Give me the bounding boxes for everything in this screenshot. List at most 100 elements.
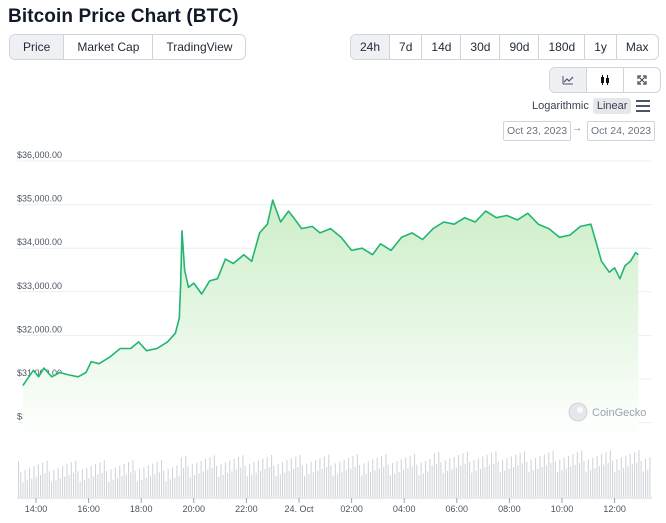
volume-bar [321,468,323,497]
volume-bar [345,470,347,497]
volume-bar [409,455,411,497]
volume-bar [222,474,224,497]
volume-bar [359,465,361,497]
volume-bar [612,461,614,497]
scale-logarithmic[interactable]: Logarithmic [532,100,589,112]
volume-bar [383,466,385,497]
volume-bar [271,455,273,497]
line-chart-button[interactable] [550,68,587,92]
volume-bar [165,481,167,497]
volume-bar [559,459,561,497]
volume-bar [79,481,81,497]
range-30d[interactable]: 30d [461,35,501,59]
volume-bar [211,467,213,497]
volume-bar [354,466,356,497]
volume-bar [220,464,222,497]
volume-bar [332,475,334,497]
volume-bar [405,457,407,497]
volume-bar [176,465,178,497]
volume-bar [125,474,127,497]
volume-bar [112,479,114,497]
volume-bar [462,453,464,497]
volume-bar [286,460,288,497]
date-to-input[interactable]: Oct 24, 2023 [587,121,656,141]
volume-bar [114,467,116,497]
volume-bar [471,472,473,497]
volume-bar [447,471,449,497]
volume-bar [150,476,152,497]
volume-bar [607,462,609,497]
volume-bar [183,468,185,497]
volume-bar [623,468,625,497]
date-from-input[interactable]: Oct 23, 2023 [503,121,572,141]
volume-bar [145,477,147,497]
volume-bar [464,463,466,497]
volume-bar [541,466,543,497]
menu-icon[interactable] [636,100,650,115]
volume-bar [634,452,636,497]
volume-bar [499,472,501,497]
volume-bar [458,455,460,497]
volume-bar [180,457,182,497]
x-tick-label: 12:00 [603,504,626,514]
volume-bar [277,463,279,497]
volume-bar [374,470,376,497]
volume-bar [257,460,259,497]
volume-bar [275,476,277,497]
volume-bar [59,478,61,497]
volume-bar [37,464,39,497]
candlestick-button[interactable] [587,68,624,92]
volume-bar [18,461,20,497]
range-24h[interactable]: 24h [351,35,391,59]
volume-bar [163,470,165,497]
volume-bar [279,474,281,497]
volume-bar [537,468,539,497]
volume-bar [189,476,191,497]
range-7d[interactable]: 7d [390,35,423,59]
volume-bar [647,469,649,497]
volume-bar [627,466,629,497]
tab-market-cap[interactable]: Market Cap [64,35,154,59]
volume-bar [392,463,394,497]
volume-bar [46,460,48,497]
volume-bar [433,453,435,497]
volume-bar [161,460,163,497]
volume-bar [449,458,451,497]
volume-bar [297,467,299,497]
volume-bar [636,462,638,497]
volume-bar [394,473,396,497]
volume-bar [370,472,372,497]
volume-bar [473,460,475,497]
volume-bar [139,469,141,497]
range-180d[interactable]: 180d [539,35,586,59]
volume-bar [306,463,308,497]
y-tick-label: $36,000.00 [17,150,62,160]
volume-bar [341,472,343,497]
x-tick-label: 04:00 [393,504,416,514]
volume-bar [356,454,358,497]
volume-bar [119,465,121,497]
range-90d[interactable]: 90d [500,35,540,59]
volume-bar [429,459,431,497]
volume-bar [97,474,99,497]
range-14d[interactable]: 14d [422,35,462,59]
volume-bar [73,473,75,497]
volume-bar [238,457,240,497]
volume-bar [618,469,620,497]
scale-linear[interactable]: Linear [592,98,632,114]
range-max[interactable]: Max [625,40,649,54]
range-1y[interactable]: 1y [585,35,617,59]
volume-bar [546,465,548,497]
fullscreen-button[interactable] [624,68,660,92]
volume-bar [249,464,251,497]
volume-bar [141,479,143,497]
coingecko-watermark: CoinGecko [568,402,646,422]
volume-bar [495,451,497,497]
volume-bar [213,455,215,497]
volume-bar [616,459,618,497]
volume-bar [44,473,46,497]
tab-tradingview[interactable]: TradingView [166,40,233,54]
tab-price[interactable]: Price [10,35,65,59]
volume-bar [55,480,57,497]
